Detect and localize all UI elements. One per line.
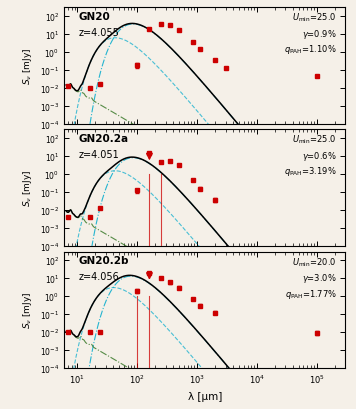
Text: $\gamma$=0.6%: $\gamma$=0.6%: [302, 150, 337, 163]
Text: GN20.2a: GN20.2a: [78, 134, 128, 144]
Text: GN20: GN20: [78, 12, 110, 22]
Text: z=4.051: z=4.051: [78, 150, 119, 160]
Text: z=4.056: z=4.056: [78, 272, 119, 282]
Text: $q_{\rm PAH}$=1.77%: $q_{\rm PAH}$=1.77%: [285, 287, 337, 300]
Text: $U_{\rm min}$=25.0: $U_{\rm min}$=25.0: [292, 134, 337, 146]
Text: z=4.055: z=4.055: [78, 28, 119, 38]
Text: GN20.2b: GN20.2b: [78, 256, 129, 265]
X-axis label: λ [μm]: λ [μm]: [188, 391, 222, 401]
Text: $q_{\rm PAH}$=3.19%: $q_{\rm PAH}$=3.19%: [284, 165, 337, 178]
Text: $\gamma$=3.0%: $\gamma$=3.0%: [302, 272, 337, 285]
Y-axis label: $S_\nu$ [mJy]: $S_\nu$ [mJy]: [21, 47, 34, 85]
Text: $q_{\rm PAH}$=1.10%: $q_{\rm PAH}$=1.10%: [284, 43, 337, 56]
Y-axis label: $S_\nu$ [mJy]: $S_\nu$ [mJy]: [21, 292, 34, 329]
Text: $\gamma$=0.9%: $\gamma$=0.9%: [302, 28, 337, 41]
Text: $U_{\rm min}$=20.0: $U_{\rm min}$=20.0: [292, 256, 337, 268]
Text: $U_{\rm min}$=25.0: $U_{\rm min}$=25.0: [292, 12, 337, 24]
Y-axis label: $S_\nu$ [mJy]: $S_\nu$ [mJy]: [21, 169, 34, 207]
